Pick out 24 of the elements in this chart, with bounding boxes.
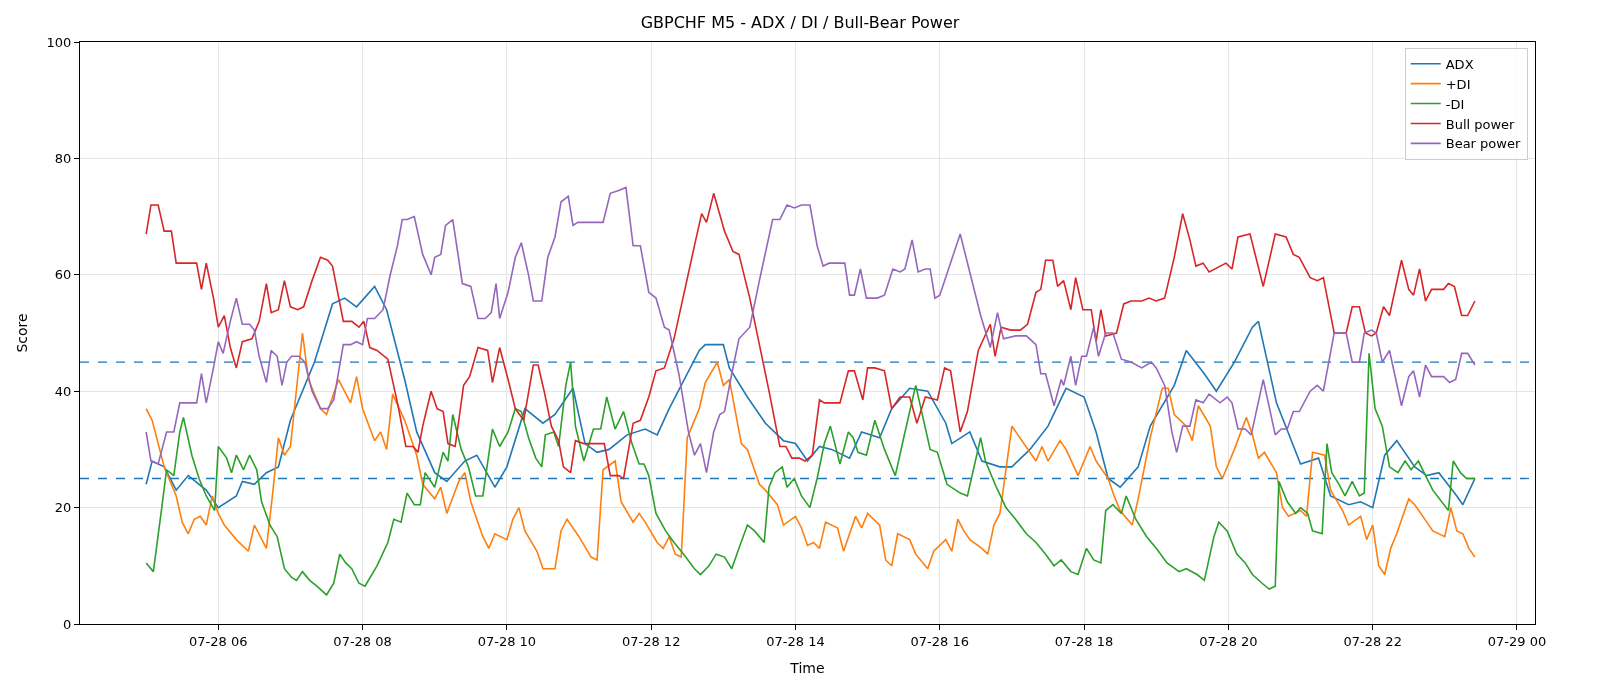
x-tick-label: 07-28 06 <box>189 633 248 649</box>
y-axis-title: Score <box>14 313 31 353</box>
y-tick-label: 20 <box>54 500 72 516</box>
x-tick-label: 07-28 18 <box>1054 633 1114 649</box>
legend-label: Bear power <box>1445 136 1521 152</box>
x-tick-label: 07-28 08 <box>333 633 392 649</box>
y-tick-label: 0 <box>63 616 72 632</box>
legend-label: -DI <box>1445 96 1465 112</box>
x-tick-label: 07-28 14 <box>766 633 825 649</box>
y-tick-label: 60 <box>54 267 72 283</box>
x-tick-label: 07-28 22 <box>1343 633 1402 649</box>
legend-label: Bull power <box>1445 116 1516 132</box>
x-tick-label: 07-28 12 <box>621 633 681 649</box>
y-tick-label: 40 <box>54 383 72 399</box>
chart-title: GBPCHF M5 - ADX / DI / Bull-Bear Power <box>640 13 960 33</box>
legend-label: +DI <box>1445 76 1471 92</box>
x-tick-label: 07-28 10 <box>477 633 537 649</box>
y-tick-label: 100 <box>46 34 72 50</box>
x-tick-label: 07-28 16 <box>910 633 969 649</box>
legend-label: ADX <box>1445 56 1474 72</box>
x-tick-label: 07-28 20 <box>1199 633 1258 649</box>
x-axis-title: Time <box>789 659 825 676</box>
x-tick-label: 07-29 00 <box>1487 633 1547 649</box>
y-tick-label: 80 <box>54 150 72 166</box>
